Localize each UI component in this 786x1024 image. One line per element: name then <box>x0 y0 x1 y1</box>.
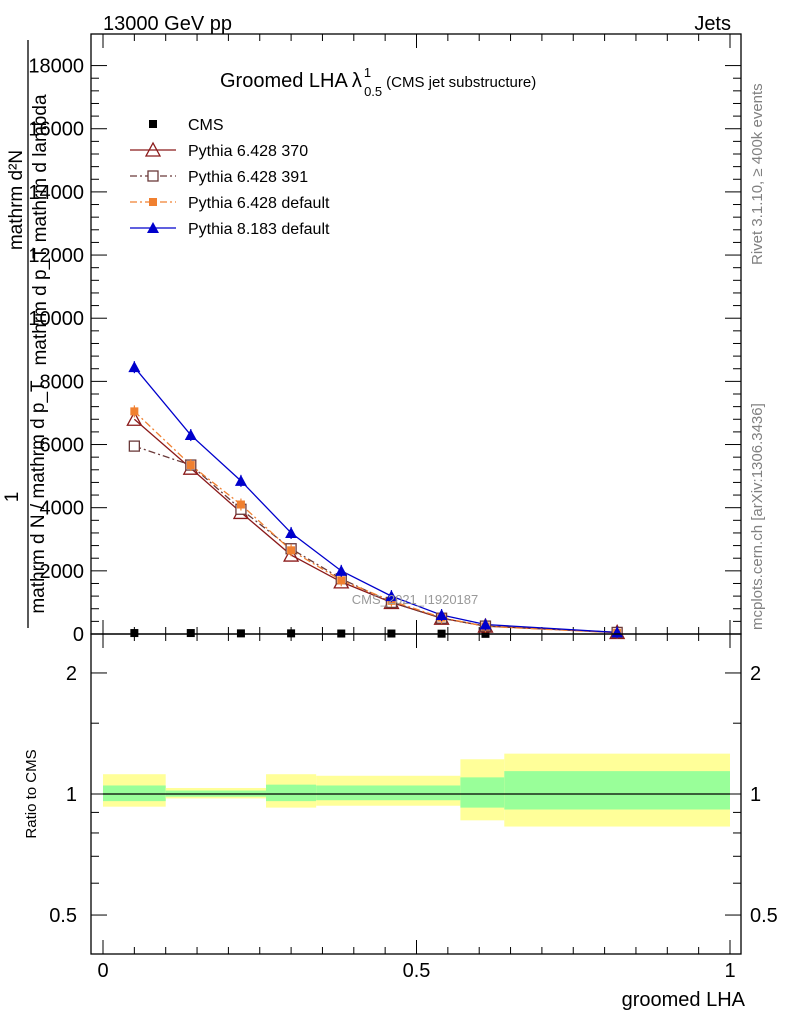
main-ytick-label: 12000 <box>28 245 84 267</box>
xtick-label: 1 <box>724 960 735 982</box>
ratio-ytick-label-right: 1 <box>750 784 761 806</box>
ratio-bands <box>103 753 730 827</box>
header-left: 13000 GeV pp <box>103 13 232 35</box>
marker-p8def <box>435 609 448 621</box>
legend-label-p6def: Pythia 6.428 default <box>188 195 330 212</box>
marker-cms <box>186 629 195 638</box>
xtick-label: 0 <box>97 960 108 982</box>
ratio-ytick-label-right: 2 <box>750 663 761 685</box>
marker-p6def <box>236 500 245 509</box>
ratio-ylabel: Ratio to CMS <box>23 749 40 838</box>
main-ytick-label: 8000 <box>40 371 85 393</box>
ratio-band-inner <box>460 777 505 808</box>
title-sub: 0.5 <box>364 84 382 99</box>
ratio-ytick-label: 0.5 <box>49 905 77 927</box>
watermark: CMS_2021_I1920187 <box>352 592 479 607</box>
marker-p6def <box>186 461 195 470</box>
ratio-ytick-label: 1 <box>66 784 77 806</box>
legend-marker-p8def <box>147 222 159 233</box>
ratio-band-inner <box>103 785 166 802</box>
marker-p8def <box>611 626 624 638</box>
legend-label-p391: Pythia 6.428 391 <box>188 169 308 186</box>
marker-p8def <box>128 361 141 373</box>
rivet-label: Rivet 3.1.10, ≥ 400k events <box>749 83 766 265</box>
legend: CMS Pythia 6.428 370 Pythia 6.428 391 Pythi… <box>130 117 330 238</box>
mcplots-label: mcplots.cern.ch [arXiv:1306.3436] <box>749 403 766 630</box>
ylabel-denominator: mathrm d p_T mathrm d lambda <box>30 94 51 365</box>
ratio-band-inner <box>316 785 461 801</box>
ratio-ytick-label-right: 0.5 <box>750 905 778 927</box>
ylabel-bottom: mathrm d N / mathrm d p_T <box>28 380 49 614</box>
main-axes: 0 2000 4000 6000 8000 10000 12000 14000 16000 180… <box>28 34 741 646</box>
main-ytick-label: 0 <box>73 624 84 646</box>
marker-p8def <box>184 429 197 441</box>
main-ytick-label: 16000 <box>28 119 84 141</box>
ratio-frame <box>90 633 742 955</box>
main-ylabel: mathrm d²N mathrm d p_T mathrm d lambda … <box>2 40 51 628</box>
legend-label-p8def: Pythia 8.183 default <box>188 221 330 238</box>
marker-p8def <box>285 526 298 538</box>
title-suffix: (CMS jet substructure) <box>386 74 536 91</box>
header-right: Jets <box>694 13 731 35</box>
main-ytick-label: 14000 <box>28 182 84 204</box>
main-ytick-label: 6000 <box>40 435 85 457</box>
series-line-p6def <box>133 410 618 634</box>
ratio-ytick-label: 2 <box>66 663 77 685</box>
legend-marker-cms <box>149 120 157 128</box>
ratio-band-inner <box>266 784 317 802</box>
title-main: Groomed LHA <box>220 70 348 92</box>
title-sup: 1 <box>364 65 371 80</box>
marker-p8def <box>234 474 247 486</box>
marker-p6def <box>337 576 346 585</box>
marker-cms <box>130 629 139 638</box>
ratio-band-inner <box>504 771 730 810</box>
legend-marker-p391 <box>147 170 159 182</box>
marker-p8def <box>479 618 492 630</box>
legend-marker-p370 <box>144 141 162 157</box>
main-ytick-label: 4000 <box>40 498 85 520</box>
ylabel-one: 1 <box>2 492 23 503</box>
marker-p6def <box>130 407 139 416</box>
marker-p370 <box>283 546 300 562</box>
x-axis-label: groomed LHA <box>622 989 746 1011</box>
xtick-label: 0.5 <box>403 960 431 982</box>
marker-p8def <box>335 564 348 576</box>
main-ytick-label: 2000 <box>40 561 85 583</box>
legend-label-p370: Pythia 6.428 370 <box>188 143 308 160</box>
marker-p370 <box>126 410 143 426</box>
chart-title: Groomed LHA λ 1 0.5 (CMS jet substructure) <box>220 65 536 99</box>
main-ytick-label: 10000 <box>28 308 84 330</box>
main-ytick-label: 18000 <box>28 56 84 78</box>
ylabel-numerator: mathrm d²N <box>6 150 27 250</box>
marker-p6def <box>287 546 296 555</box>
title-lambda: λ <box>352 70 362 92</box>
legend-marker-p6def <box>149 198 157 206</box>
ratio-axes: 0.5 0.5 1 1 2 2 0 0.5 1 <box>49 634 778 982</box>
marker-p391 <box>128 440 141 452</box>
legend-label-cms: CMS <box>188 117 224 134</box>
marker-p8def <box>385 590 398 602</box>
